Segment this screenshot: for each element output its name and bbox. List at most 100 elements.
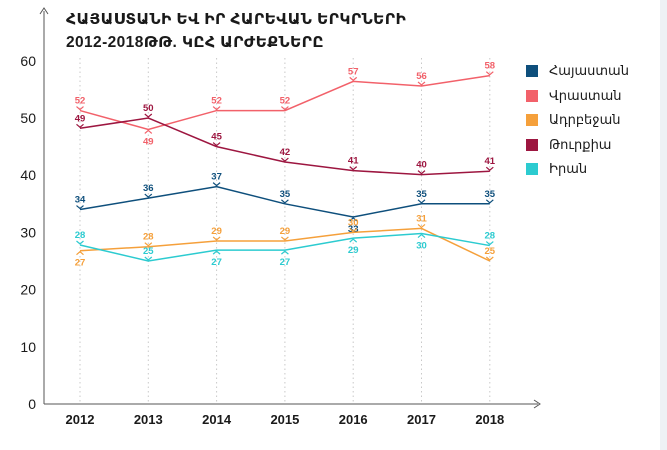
- legend-label: Հայաստան: [549, 63, 629, 79]
- series-4-point-2018: [485, 241, 494, 246]
- series-1-point-2018: [485, 71, 494, 76]
- series-4-point-2015: [281, 250, 289, 255]
- y-tick-label-10: 10: [20, 339, 36, 355]
- series-0-point-2014: [212, 182, 221, 187]
- series-line-4: [79, 232, 490, 262]
- series-3-point-2016: [349, 166, 358, 171]
- series-3-data-label-2017: 40: [416, 160, 427, 171]
- series-1-point-2013: [144, 129, 153, 134]
- series-4-point-2014: [212, 250, 221, 255]
- y-tick-label-20: 20: [20, 282, 36, 298]
- series-1-point-2016: [349, 76, 358, 82]
- series-3-point-2017: [417, 170, 426, 175]
- series-2-point-2012: [76, 250, 84, 256]
- series-line-1: [79, 74, 490, 131]
- series-0-data-label-2018: 35: [485, 189, 496, 200]
- legend-item-armenia: Հայաստան: [526, 59, 629, 84]
- x-tick-label-2015: 2015: [270, 412, 299, 427]
- series-4-data-label-2012: 28: [75, 230, 86, 241]
- series-line-0: [79, 185, 490, 218]
- series-1-data-label-2016: 57: [348, 66, 359, 77]
- y-tick-label-30: 30: [20, 224, 36, 240]
- series-2-data-label-2012: 27: [75, 258, 86, 269]
- series-2-data-label-2017: 31: [416, 213, 427, 224]
- series-3-point-2015: [281, 157, 289, 162]
- series-2-data-label-2016: 30: [348, 217, 359, 228]
- x-tick-label-2018: 2018: [475, 412, 504, 427]
- series-3-data-label-2014: 45: [211, 132, 222, 143]
- y-tick-label-0: 0: [28, 396, 36, 412]
- series-3-data-label-2015: 42: [280, 147, 291, 158]
- legend-label: Վրաստան: [549, 87, 622, 103]
- series-2-point-2015: [281, 236, 289, 241]
- series-0-data-label-2016: 33: [348, 224, 359, 235]
- series-0-point-2017: [417, 199, 426, 204]
- legend-swatch: [526, 114, 538, 127]
- series-line-3: [79, 117, 490, 176]
- legend-label: Թուրքիա: [549, 136, 612, 152]
- series-4-data-label-2016: 29: [348, 245, 359, 256]
- y-axis-arrow: [39, 7, 49, 15]
- series-3-data-label-2012: 49: [75, 113, 86, 124]
- series-4-point-2012: [76, 240, 84, 245]
- y-tick-label-40: 40: [20, 167, 36, 183]
- series-1-data-label-2015: 52: [280, 96, 291, 107]
- series-0-data-label-2015: 35: [280, 189, 291, 200]
- series-2-point-2017: [417, 223, 426, 229]
- series-3-point-2013: [144, 113, 153, 118]
- series-line-2: [79, 227, 491, 262]
- legend-item-azerbaijan: Ադրբեջան: [526, 108, 629, 133]
- series-2-point-2016: [349, 227, 358, 233]
- series-3-point-2012: [76, 123, 84, 129]
- x-tick-label-2012: 2012: [66, 412, 95, 427]
- series-4-data-label-2018: 28: [485, 231, 496, 242]
- x-tick-label-2013: 2013: [134, 412, 163, 427]
- series-4-point-2017: [417, 233, 426, 238]
- series-0-point-2016: [349, 217, 358, 222]
- series-0-data-label-2012: 34: [75, 195, 86, 206]
- chart-legend: Հայաստան Վրաստան Ադրբեջան Թուրքիա Իրան: [526, 59, 629, 182]
- series-0-point-2013: [144, 193, 153, 198]
- series-4-data-label-2015: 27: [280, 257, 291, 268]
- series-1-data-label-2017: 56: [416, 71, 427, 82]
- series-4-point-2016: [349, 238, 358, 243]
- page-edge-strip: [660, 0, 667, 450]
- series-1-point-2015: [281, 106, 289, 111]
- series-0-data-label-2013: 36: [143, 183, 154, 194]
- series-3-point-2014: [212, 142, 221, 147]
- legend-item-georgia: Վրաստան: [526, 84, 629, 109]
- legend-swatch: [526, 138, 538, 151]
- y-tick-label-50: 50: [20, 110, 36, 126]
- series-1-data-label-2012: 52: [75, 96, 86, 107]
- series-2-point-2014: [212, 236, 221, 241]
- series-2-data-label-2018: 25: [485, 246, 496, 257]
- series-1-point-2012: [76, 106, 84, 111]
- legend-item-turkey: Թուրքիա: [526, 133, 629, 158]
- series-0-point-2012: [76, 205, 84, 210]
- series-0-data-label-2014: 37: [211, 172, 222, 183]
- series-4-point-2013: [144, 256, 153, 261]
- series-1-data-label-2014: 52: [211, 96, 222, 107]
- series-3-data-label-2018: 41: [485, 156, 496, 167]
- series-4-data-label-2013: 25: [143, 246, 154, 257]
- x-tick-label-2014: 2014: [202, 412, 232, 427]
- series-0-point-2015: [281, 199, 289, 204]
- series-4-data-label-2017: 30: [416, 241, 427, 252]
- legend-label: Իրան: [549, 161, 588, 177]
- series-0-data-label-2017: 35: [416, 189, 427, 200]
- series-3-data-label-2016: 41: [348, 156, 359, 167]
- series-1-point-2017: [417, 81, 426, 86]
- series-2-data-label-2014: 29: [211, 226, 222, 237]
- series-3-point-2018: [485, 166, 494, 171]
- series-2-data-label-2015: 29: [280, 226, 291, 237]
- series-4-data-label-2014: 27: [211, 257, 222, 268]
- x-axis-arrow: [533, 399, 541, 409]
- chart-title-line-1: ՀԱՅԱՍՏԱՆԻ ԵՎ ԻՐ ՀԱՐԵՎԱՆ ԵՐԿՐՆԵՐԻ: [66, 11, 407, 28]
- legend-swatch: [526, 89, 538, 102]
- series-2-data-label-2013: 28: [143, 232, 154, 243]
- legend-swatch: [526, 65, 538, 78]
- legend-swatch: [526, 163, 538, 176]
- legend-item-iran: Իրան: [526, 157, 629, 182]
- y-tick-label-60: 60: [20, 53, 36, 69]
- x-tick-label-2017: 2017: [407, 412, 436, 427]
